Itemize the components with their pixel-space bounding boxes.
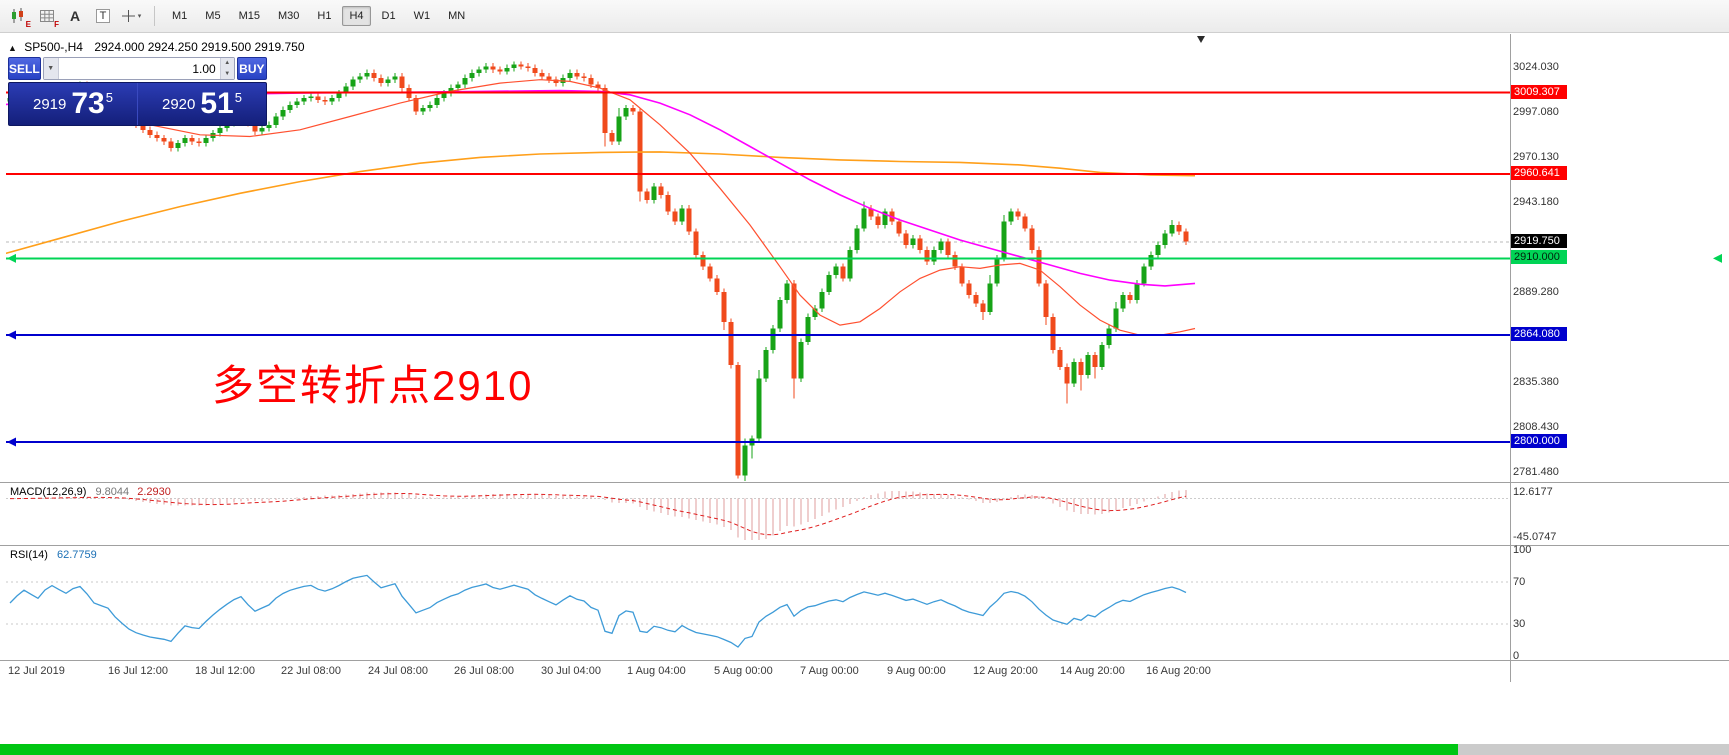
status-strip <box>0 744 1458 755</box>
bid-price-main: 2919 <box>33 95 67 113</box>
dropdown-arrow-icon: ▾ <box>137 13 142 20</box>
macd-main-value: 9.8044 <box>95 486 130 498</box>
macd-panel-splitter[interactable] <box>0 482 1729 483</box>
tf-m5-button[interactable]: M5 <box>205 10 221 22</box>
tf-m15-button[interactable]: M15 <box>238 10 260 22</box>
icon-letter-f: F <box>54 20 59 29</box>
bid-price[interactable]: 2919 73 5 <box>9 83 138 125</box>
macd-histogram <box>16 489 1187 540</box>
rsi-label: RSI(14) <box>10 549 48 561</box>
rsi-value: 62.7759 <box>56 549 97 561</box>
status-strip-end <box>1458 744 1729 755</box>
line-left-handle-icon[interactable] <box>7 437 16 447</box>
buy-button[interactable]: BUY <box>236 57 267 80</box>
volume-control: ▼ ▲ ▼ <box>42 57 235 80</box>
chart-shift-marker-icon[interactable] <box>1197 36 1205 43</box>
rsi-line <box>9 574 1187 648</box>
volume-spinner: ▲ ▼ <box>219 58 234 79</box>
timeframe-button-group: M1 M5 M15 M30 H1 H4 D1 W1 MN <box>163 6 474 26</box>
symbol-timeframe: SP500-,H4 <box>24 40 83 54</box>
volume-down-button[interactable]: ▼ <box>220 68 234 79</box>
font-tool-icon[interactable]: A <box>62 3 88 29</box>
ma-fast-red <box>149 79 1196 336</box>
tf-m30-button[interactable]: M30 <box>277 10 300 22</box>
price-axis-divider <box>1510 34 1511 682</box>
ma-slow-orange <box>6 151 1196 255</box>
icon-letter-e: E <box>25 20 31 29</box>
ask-price-main: 2920 <box>162 95 196 113</box>
line-left-handle-icon[interactable] <box>7 253 16 263</box>
time-axis-divider <box>0 660 1729 661</box>
line-right-handle-icon[interactable] <box>1713 253 1722 263</box>
toolbar-separator <box>154 6 155 26</box>
grid-icon[interactable]: F <box>34 3 60 29</box>
macd-signal-line <box>10 492 1187 536</box>
tf-mn-button[interactable]: MN <box>448 10 466 22</box>
toolbar: E F A T ▾ M1 M5 M15 M30 H1 H4 D1 W1 MN <box>0 0 1729 33</box>
one-click-trading-panel: SELL ▼ ▲ ▼ BUY 2919 73 5 2920 51 5 <box>8 57 267 126</box>
line-left-handle-icon[interactable] <box>7 330 16 340</box>
candlestick-chart-icon[interactable]: E <box>6 3 32 29</box>
ohlc-values: 2924.000 2924.250 2919.500 2919.750 <box>94 40 305 54</box>
macd-label: MACD(12,26,9) <box>10 486 87 498</box>
bid-price-big: 73 <box>71 87 105 120</box>
chart-text-annotation: 多空转折点2910 <box>212 362 534 409</box>
tf-w1-button[interactable]: W1 <box>413 10 431 22</box>
rsi-panel-splitter[interactable] <box>0 545 1729 546</box>
ask-price-big: 51 <box>200 87 234 120</box>
bid-ask-display: 2919 73 5 2920 51 5 <box>8 82 267 126</box>
tf-d1-button[interactable]: D1 <box>381 10 396 22</box>
crosshair-icon[interactable]: ▾ <box>118 3 144 29</box>
crosshair-glyph <box>121 10 135 22</box>
bid-price-sup: 5 <box>105 89 113 105</box>
macd-header: MACD(12,26,9) 9.8044 2.2930 <box>10 486 171 498</box>
chart-ohlc-header: ▲ SP500-,H4 2924.000 2924.250 2919.500 2… <box>8 40 305 54</box>
volume-input[interactable] <box>58 58 220 79</box>
text-tool-icon[interactable]: T <box>90 3 116 29</box>
letter-a-glyph: A <box>69 8 81 24</box>
candlestick-glyph <box>12 8 23 23</box>
rsi-header: RSI(14) 62.7759 <box>10 549 97 561</box>
macd-signal-value: 2.2930 <box>137 486 171 498</box>
tf-m1-button[interactable]: M1 <box>172 10 188 22</box>
tf-h4-button[interactable]: H4 <box>342 6 371 26</box>
sell-button[interactable]: SELL <box>8 57 41 80</box>
ask-price-sup: 5 <box>234 89 242 105</box>
volume-up-button[interactable]: ▲ <box>220 58 234 69</box>
tf-h1-button[interactable]: H1 <box>317 10 332 22</box>
ask-price[interactable]: 2920 51 5 <box>138 83 266 125</box>
letter-t-glyph: T <box>95 9 111 23</box>
volume-dropdown-button[interactable]: ▼ <box>43 58 59 79</box>
grid-glyph <box>40 10 54 22</box>
collapse-icon[interactable]: ▲ <box>8 43 17 53</box>
